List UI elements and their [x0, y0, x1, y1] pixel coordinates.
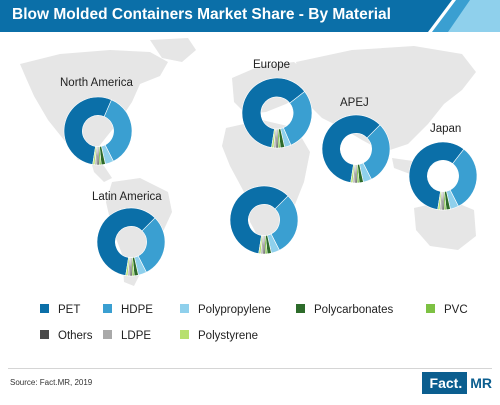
label-japan: Japan	[430, 123, 462, 135]
donut-japan	[408, 141, 478, 211]
legend: PET HDPE Polypropylene Polycarbonates PVC Oth…	[0, 304, 500, 356]
legend-item-ldpe: LDPE	[103, 330, 151, 346]
legend-swatch	[296, 304, 305, 314]
legend-label: PET	[58, 304, 81, 316]
donut-apej	[321, 114, 391, 184]
slice-polystyrene	[350, 164, 355, 184]
page-title: Blow Molded Containers Market Share - By…	[12, 6, 391, 23]
label-europe: Europe	[253, 59, 291, 71]
legend-label: LDPE	[121, 330, 152, 342]
legend-item-polycarbonates: Polycarbonates	[296, 304, 393, 320]
legend-item-polypropylene: Polypropylene	[180, 304, 271, 320]
title-banner: Blow Molded Containers Market Share - By…	[0, 0, 500, 32]
slice-hdpe	[362, 124, 391, 180]
slice-hdpe	[270, 195, 299, 251]
legend-swatch	[103, 304, 112, 314]
world-map	[20, 38, 478, 286]
label-latin-america: Latin America	[92, 191, 162, 203]
title-banner-shape	[0, 0, 500, 32]
source-note: Source: Fact.MR, 2019	[10, 378, 93, 387]
slice-hdpe	[449, 148, 478, 207]
slice-polystyrene	[437, 191, 442, 211]
label-north-america: North America	[60, 77, 133, 89]
legend-label: Polypropylene	[198, 304, 271, 316]
legend-swatch	[180, 304, 189, 314]
brand-logo-part2: MR	[470, 375, 492, 391]
legend-label: Polystyrene	[198, 330, 259, 342]
legend-swatch	[426, 304, 435, 314]
slice-polystyrene	[258, 235, 263, 255]
donut-charts	[63, 77, 478, 277]
banner-main	[0, 0, 452, 32]
donut-latin-america	[96, 207, 166, 277]
brand-logo: Fact. MR	[421, 372, 492, 396]
slice-hdpe	[137, 217, 166, 273]
slice-pet	[241, 77, 306, 148]
legend-item-polystyrene: Polystyrene	[180, 330, 258, 346]
footer-divider	[8, 368, 492, 369]
slice-pet	[96, 207, 156, 276]
map-australia	[414, 200, 476, 250]
slice-pet	[321, 114, 381, 183]
slice-pet	[229, 185, 289, 254]
slice-pet	[408, 141, 465, 210]
legend-label: Others	[58, 330, 93, 342]
legend-item-hdpe: HDPE	[103, 304, 153, 320]
donut-north-america	[63, 96, 133, 166]
legend-swatch	[103, 330, 112, 340]
legend-item-others: Others	[40, 330, 93, 346]
slice-polystyrene	[125, 257, 130, 277]
legend-swatch	[180, 330, 189, 340]
legend-label: PVC	[444, 304, 468, 316]
legend-label: HDPE	[121, 304, 153, 316]
slice-pet	[63, 96, 112, 165]
legend-swatch	[40, 304, 49, 314]
legend-swatch	[40, 330, 49, 340]
legend-label: Polycarbonates	[314, 304, 394, 316]
world-map-area: North America Europe APEJ Japan Latin Am…	[0, 32, 500, 297]
brand-logo-part1: Fact.	[421, 372, 468, 394]
label-apej: APEJ	[340, 97, 369, 109]
slice-hdpe	[103, 99, 133, 162]
donut-europe	[241, 77, 313, 149]
slice-polystyrene	[271, 128, 276, 149]
slice-polystyrene	[92, 146, 97, 166]
banner-accent-light	[448, 0, 500, 32]
donut-unlabeled-5	[229, 185, 299, 255]
legend-item-pet: PET	[40, 304, 80, 320]
map-greenland	[150, 38, 196, 62]
legend-item-pvc: PVC	[426, 304, 468, 320]
